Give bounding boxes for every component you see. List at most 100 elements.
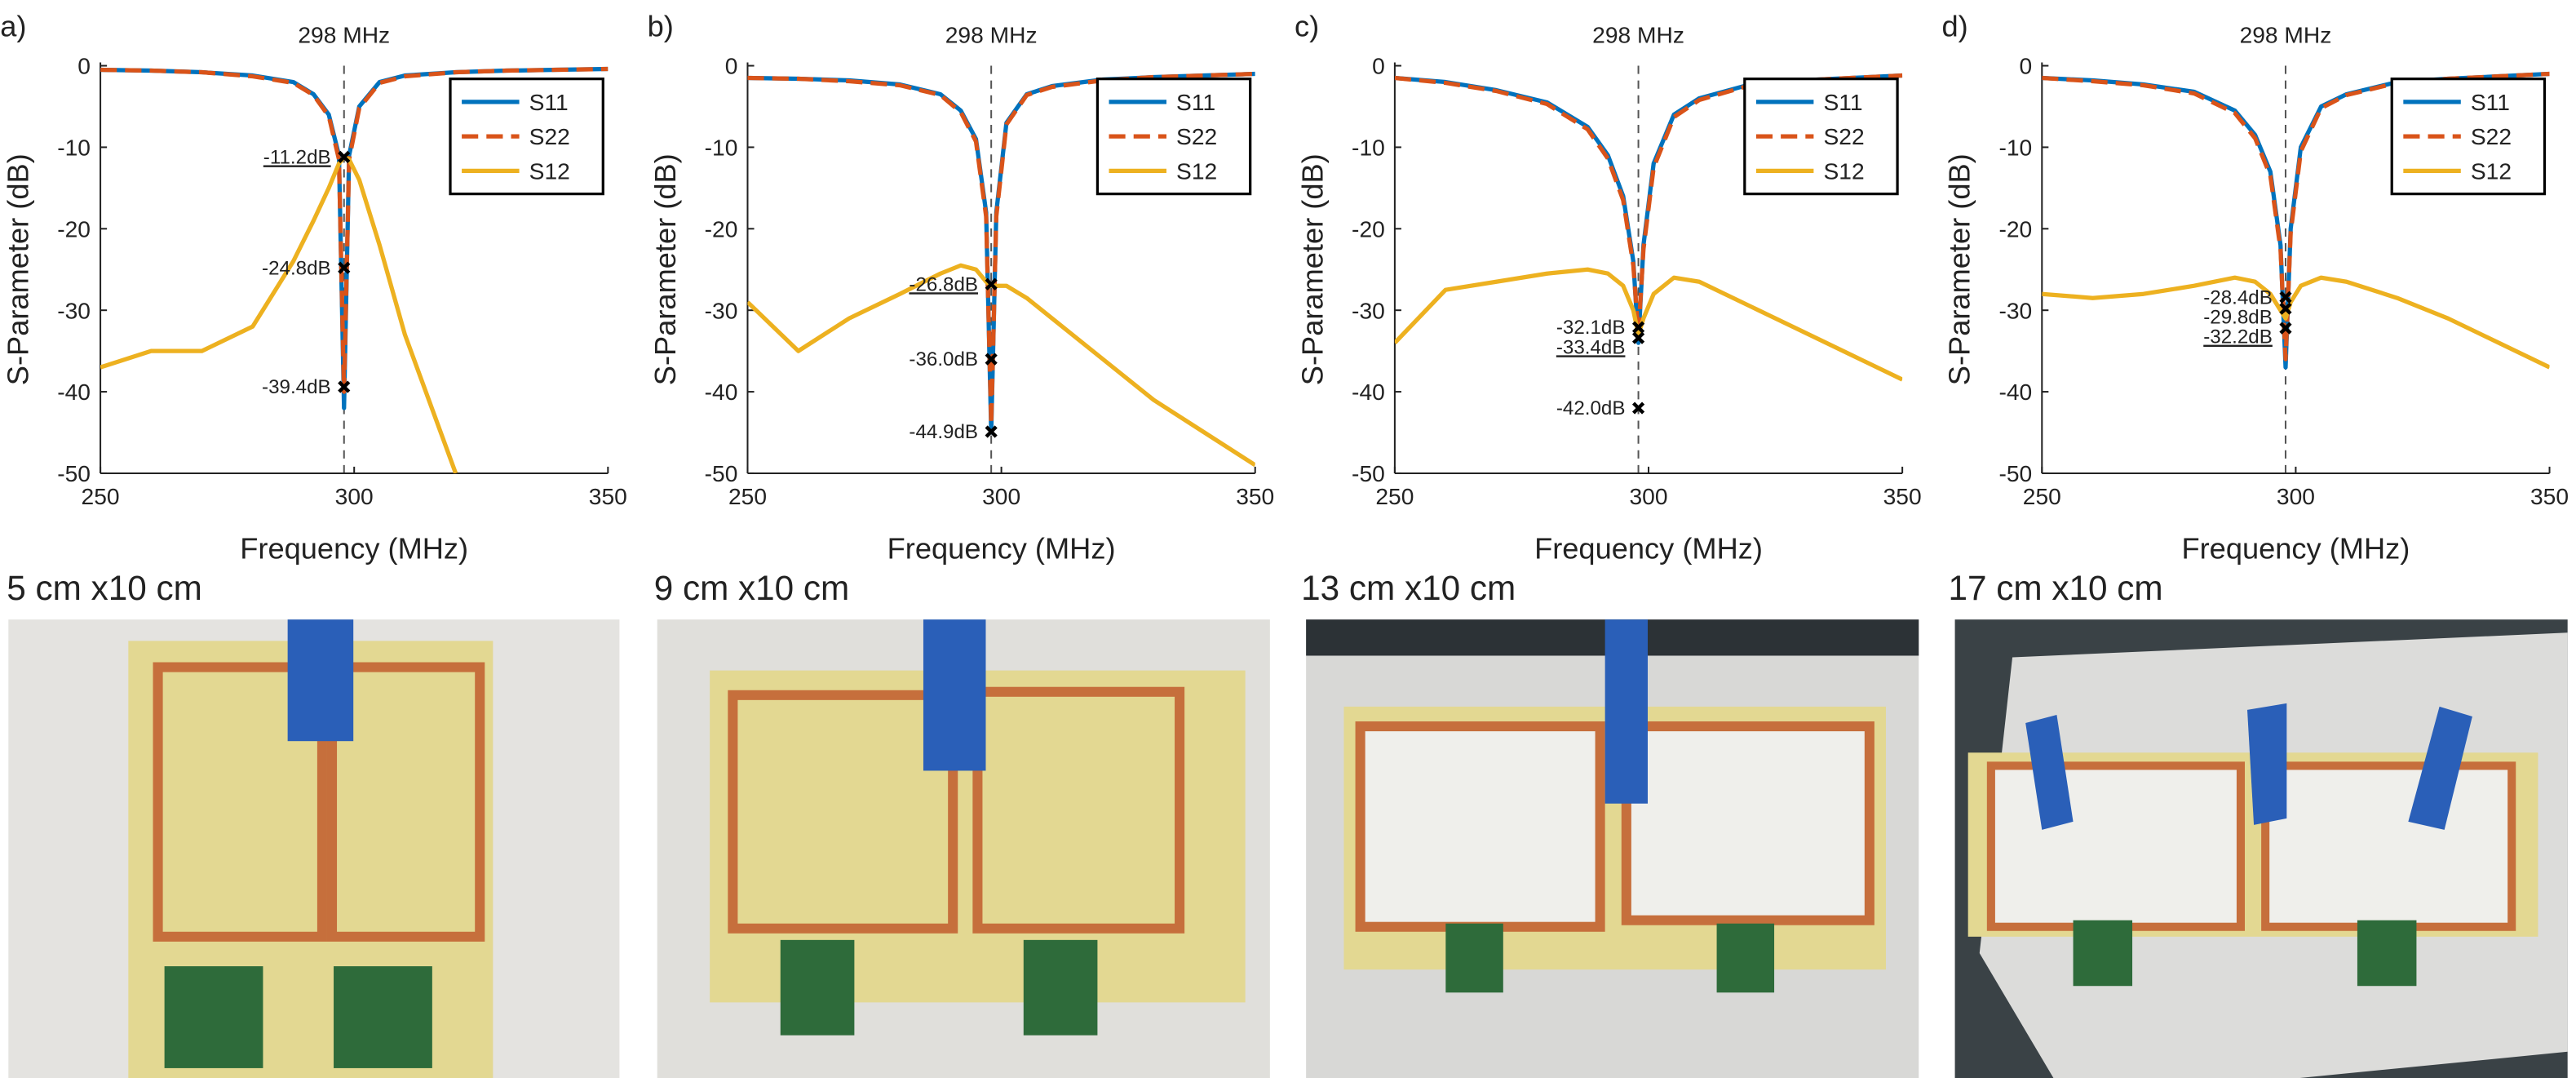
series-line [2042, 275, 2550, 370]
x-tick-label: 250 [82, 483, 120, 509]
data-point-marker [2279, 302, 2292, 315]
coil [1621, 721, 1874, 925]
pcb [1445, 923, 1503, 993]
marker-stroke [985, 353, 998, 366]
y-tick-label: 0 [725, 53, 738, 79]
data-label: -32.2dB [2203, 326, 2273, 348]
data-point-marker [338, 261, 351, 274]
x-axis-label: Frequency (MHz) [2181, 532, 2410, 566]
marker-stroke [985, 277, 998, 291]
data-label: -26.8dB [909, 273, 978, 295]
legend-label: S11 [2471, 89, 2510, 115]
coil [326, 662, 485, 942]
tape [287, 619, 354, 742]
x-axis-label: Frequency (MHz) [887, 532, 1116, 566]
legend-label: S22 [1176, 123, 1217, 149]
data-point-marker [338, 380, 351, 393]
data-label: -42.0dB [1556, 397, 1626, 419]
x-axis-label: Frequency (MHz) [240, 532, 468, 566]
y-tick-label: -40 [705, 379, 738, 405]
marker-stroke [338, 380, 351, 393]
data-point-marker [2279, 291, 2292, 304]
annotation: 298 MHz [2240, 21, 2332, 47]
x-tick-label: 350 [2530, 483, 2569, 509]
y-tick-label: -40 [57, 379, 91, 405]
data-label: -33.4dB [1556, 336, 1626, 358]
coil [1986, 761, 2245, 931]
y-tick-label: 0 [1372, 53, 1385, 79]
y-tick-label: -40 [1998, 379, 2032, 405]
x-tick-label: 300 [335, 483, 374, 509]
panel-label: b) [648, 9, 674, 42]
y-tick-label: -50 [705, 460, 738, 486]
x-tick-label: 350 [1236, 483, 1274, 509]
series-line [2042, 71, 2550, 362]
legend-label: S12 [2471, 157, 2512, 184]
marker-stroke [1631, 331, 1645, 344]
legend-label: S12 [1176, 157, 1217, 184]
pcb [780, 939, 855, 1036]
pcb [334, 966, 432, 1068]
y-tick-label: -10 [1352, 134, 1385, 160]
annotation: 298 MHz [945, 21, 1038, 47]
legend-label: S11 [1176, 89, 1215, 115]
marker-stroke [2279, 322, 2292, 335]
y-tick-label: -50 [1998, 460, 2032, 486]
marker-stroke [1631, 321, 1645, 334]
pcb [2073, 920, 2133, 987]
y-tick-label: -40 [1352, 379, 1385, 405]
photo-caption: 13 cm x10 cm [1301, 569, 1516, 607]
data-label: -44.9dB [909, 421, 978, 443]
data-point-marker [985, 425, 998, 438]
data-label: -24.8dB [262, 257, 331, 279]
photo-caption: 9 cm x10 cm [654, 569, 850, 607]
series-line [747, 263, 1255, 468]
y-tick-label: -10 [57, 134, 91, 160]
y-tick-label: -20 [705, 215, 738, 242]
photo [657, 619, 1270, 1078]
data-point-marker [1631, 401, 1645, 415]
pcb [1716, 923, 1775, 993]
data-point-marker [1631, 331, 1645, 344]
data-point-marker [1631, 321, 1645, 334]
y-tick-label: -30 [705, 297, 738, 323]
marker-stroke [2279, 291, 2292, 304]
y-tick-label: 0 [77, 53, 91, 79]
y-tick-label: 0 [2020, 53, 2033, 79]
y-axis-label: S-Parameter (dB) [648, 153, 682, 385]
panel-label: d) [1941, 9, 1967, 42]
data-label: -32.1dB [1556, 317, 1626, 339]
legend-label: S11 [529, 89, 569, 115]
data-label: -11.2dB [263, 146, 331, 168]
y-tick-label: -30 [1998, 297, 2032, 323]
photo [8, 619, 620, 1078]
data-label: -28.4dB [2203, 286, 2273, 308]
y-tick-label: -20 [1998, 215, 2032, 242]
x-tick-label: 300 [1629, 483, 1667, 509]
series-line [100, 66, 609, 394]
tape [2247, 703, 2287, 825]
photo [1954, 619, 2568, 1078]
data-point-marker [985, 277, 998, 291]
data-point-marker [985, 353, 998, 366]
coil [2261, 761, 2516, 931]
tape [2408, 706, 2472, 830]
photo-caption: 5 cm x10 cm [7, 569, 202, 607]
marker-stroke [985, 425, 998, 438]
y-axis-label: S-Parameter (dB) [1, 153, 34, 385]
photo-caption: 17 cm x10 cm [1949, 569, 2163, 607]
series-line [1394, 267, 1903, 382]
pcb [2357, 920, 2417, 987]
data-label: -39.4dB [262, 376, 331, 398]
y-tick-label: -20 [1352, 215, 1385, 242]
coil [153, 662, 327, 942]
x-tick-label: 350 [1883, 483, 1922, 509]
x-tick-label: 300 [2277, 483, 2315, 509]
y-tick-label: -30 [1352, 297, 1385, 323]
marker-stroke [338, 150, 351, 164]
y-axis-label: S-Parameter (dB) [1295, 153, 1329, 385]
pcb [164, 966, 263, 1068]
x-tick-label: 300 [982, 483, 1020, 509]
marker-stroke [2279, 302, 2292, 315]
